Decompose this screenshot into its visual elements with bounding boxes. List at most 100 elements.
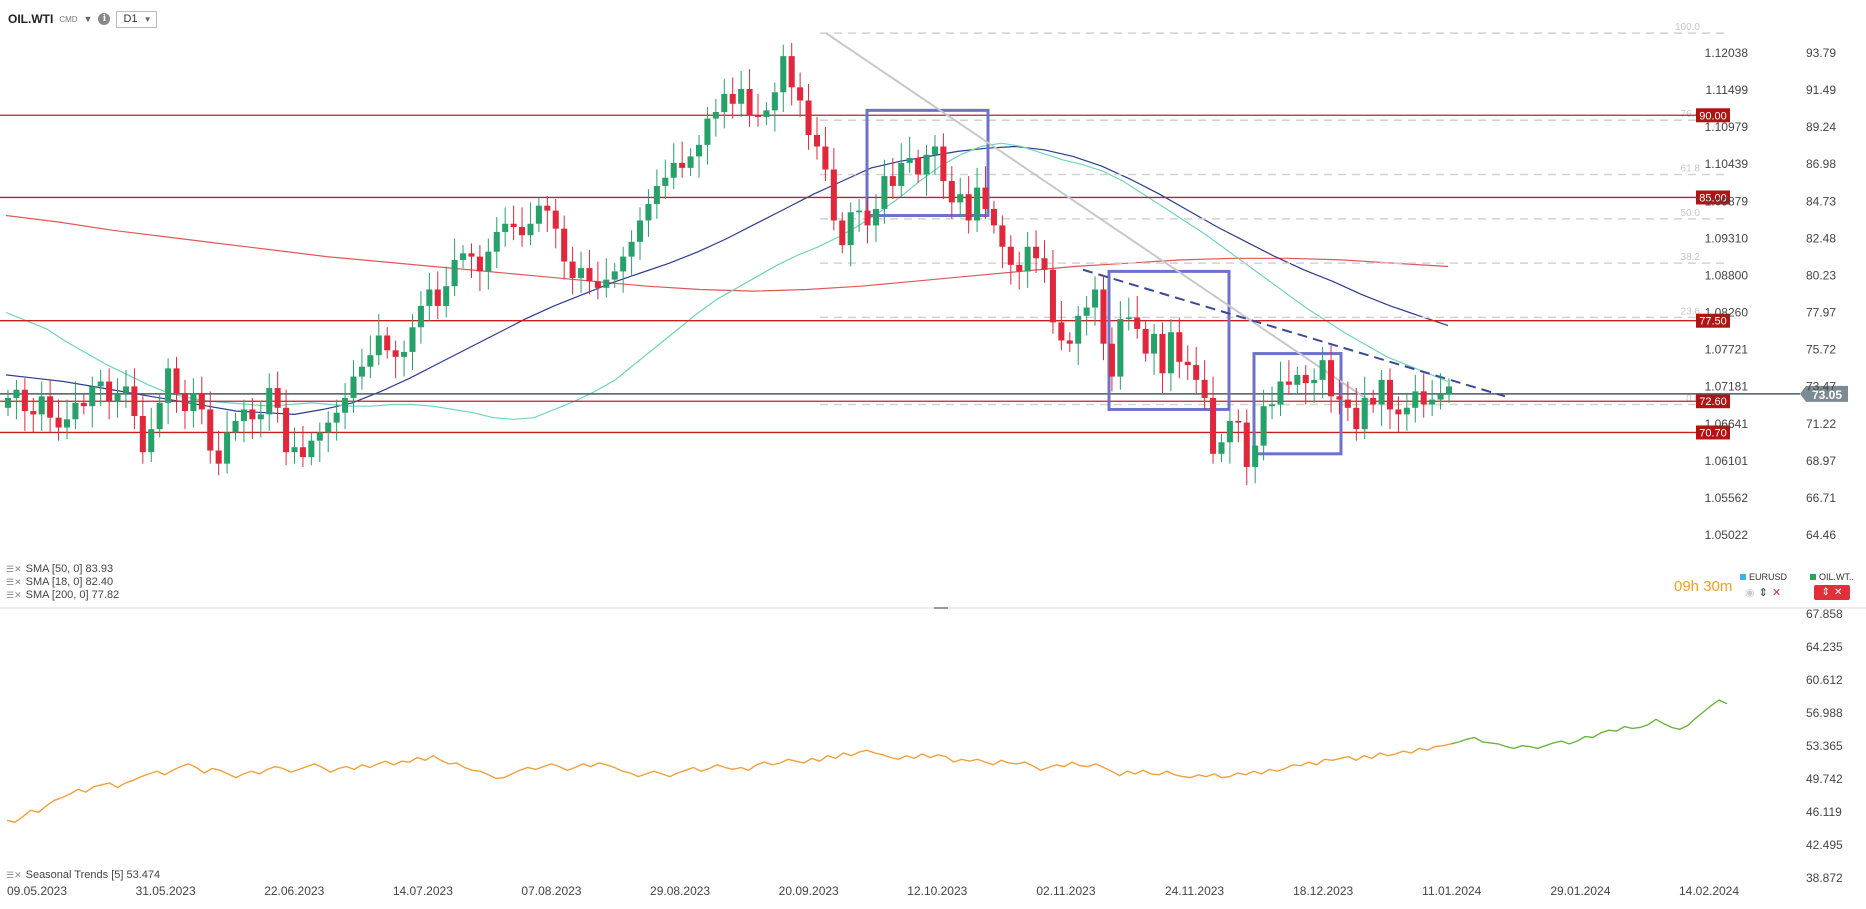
secondary-tick-label: 1.07181 xyxy=(1705,380,1749,394)
sma200-legend[interactable]: ☰✕ SMA [200, 0] 77.82 xyxy=(6,589,119,601)
candle-body xyxy=(232,420,239,433)
candle-body xyxy=(603,279,610,288)
price-tick-label: 73.47 xyxy=(1806,380,1836,394)
tab-oilwti[interactable]: OIL.WT.. xyxy=(1810,572,1854,582)
candle-body xyxy=(1007,246,1014,265)
price-tick-label: 82.48 xyxy=(1806,231,1836,245)
secondary-tick-label: 1.11499 xyxy=(1706,83,1749,97)
secondary-tick-label: 1.08800 xyxy=(1705,268,1749,282)
info-icon[interactable]: i xyxy=(98,13,111,25)
candle-body xyxy=(1294,374,1301,385)
market-label: CMD xyxy=(59,14,78,24)
candle-body xyxy=(417,305,424,328)
candle-body xyxy=(594,281,601,288)
candle-body xyxy=(106,381,113,402)
seasonal-legend[interactable]: ☰✕ Seasonal Trends [5] 53.474 xyxy=(6,869,160,881)
candle-body xyxy=(847,212,854,246)
candle-body xyxy=(165,368,172,403)
candle-body xyxy=(139,416,146,453)
rectangle-3[interactable] xyxy=(1252,352,1343,456)
candle-body xyxy=(721,93,728,112)
rectangles[interactable] xyxy=(865,108,1343,456)
eye-icon[interactable]: ◉ xyxy=(1745,587,1755,599)
candle-body xyxy=(1429,399,1436,405)
candle-body xyxy=(1412,391,1419,408)
candle-body xyxy=(1311,379,1318,384)
trend-line-grey[interactable] xyxy=(825,32,1376,406)
candle-body xyxy=(839,220,846,246)
candle-body xyxy=(1033,246,1040,259)
close-icon[interactable]: ✕ xyxy=(1834,587,1843,598)
trend-lines[interactable] xyxy=(825,32,1506,406)
candle-body xyxy=(1100,289,1107,344)
sma200-line xyxy=(5,214,1449,292)
sma200-label: SMA [200, 0] 77.82 xyxy=(25,589,120,601)
candle-body xyxy=(645,204,652,221)
rectangle-1[interactable] xyxy=(865,108,990,218)
fib-label: 23.6 xyxy=(1681,306,1701,317)
candle-body xyxy=(948,181,955,203)
candle-body xyxy=(63,419,71,428)
candle-body xyxy=(38,396,45,415)
candle-body xyxy=(181,393,188,412)
secondary-tick-label: 1.12038 xyxy=(1705,46,1749,60)
candle-body xyxy=(788,56,795,88)
timeframe-select[interactable]: D1 xyxy=(116,10,157,28)
candle-body xyxy=(662,177,669,186)
symbol-dropdown-icon[interactable]: ▼ xyxy=(83,14,93,24)
candle-body xyxy=(1210,397,1217,454)
level-tag-bg xyxy=(1696,190,1730,205)
candle-body xyxy=(763,110,770,117)
seasonal-trend-panel: 67.858 64.235 60.612 56.988 53.365 49.742 46.1… xyxy=(6,607,1843,885)
candle-body xyxy=(915,158,922,175)
candle-body xyxy=(485,251,492,272)
candle-body xyxy=(72,402,79,420)
candle-body xyxy=(906,158,913,163)
list-icon[interactable]: ☰✕ xyxy=(6,869,22,880)
reorder-icon[interactable]: ⇕ xyxy=(1821,587,1830,598)
candle-body xyxy=(299,447,306,458)
date-tick-label: 14.02.2024 xyxy=(1679,884,1739,898)
reorder-icon[interactable]: ⇕ xyxy=(1758,587,1768,599)
tab-eurusd[interactable]: EURUSD xyxy=(1740,572,1787,582)
candle-body xyxy=(443,286,450,306)
sma18-legend[interactable]: ☰✕ SMA [18, 0] 82.40 xyxy=(6,576,113,588)
candle-body xyxy=(805,100,812,136)
candle-body xyxy=(738,88,745,104)
close-icon[interactable]: ✕ xyxy=(1771,587,1782,599)
list-icon[interactable]: ☰✕ xyxy=(6,589,22,600)
list-icon[interactable]: ☰✕ xyxy=(6,576,22,587)
seasonal-tick-label: 60.612 xyxy=(1806,673,1843,687)
symbol-name[interactable]: OIL.WTI xyxy=(8,12,54,26)
candle-body xyxy=(931,146,938,155)
candle-body xyxy=(1353,407,1360,430)
price-tick-label: 93.79 xyxy=(1806,46,1836,60)
candle-body xyxy=(872,208,879,226)
list-icon[interactable]: ☰✕ xyxy=(6,563,22,574)
current-price-label: 73.05 xyxy=(1812,388,1842,402)
fibonacci-retracement[interactable]: 100.076.461.850.038.223.60.0 xyxy=(820,22,1725,406)
date-tick-label: 18.12.2023 xyxy=(1293,884,1353,898)
candle-body xyxy=(224,432,231,464)
level-tag-bg xyxy=(1696,394,1730,409)
candle-body xyxy=(173,368,180,394)
current-price-badge xyxy=(1800,385,1848,402)
candle-body xyxy=(1075,315,1082,344)
candle-body xyxy=(401,351,408,357)
trend-line-dashed[interactable] xyxy=(1082,268,1506,398)
level-tag-bg xyxy=(1696,108,1730,123)
candle-body xyxy=(342,397,349,413)
sma50-legend[interactable]: ☰✕ SMA [50, 0] 83.93 xyxy=(6,563,113,575)
candle-body xyxy=(569,261,576,278)
candle-body xyxy=(1386,379,1394,410)
candle-body xyxy=(434,289,441,306)
candle-body xyxy=(207,409,214,451)
seasonal-line-future xyxy=(1450,699,1728,750)
rectangle-2[interactable] xyxy=(1107,269,1231,411)
candle-body xyxy=(982,187,989,209)
secondary-tick-label: 1.05022 xyxy=(1705,528,1749,542)
candle-body xyxy=(350,376,357,398)
candle-body xyxy=(940,146,947,182)
oilwti-panel-controls[interactable]: ⇕ ✕ xyxy=(1814,585,1850,600)
